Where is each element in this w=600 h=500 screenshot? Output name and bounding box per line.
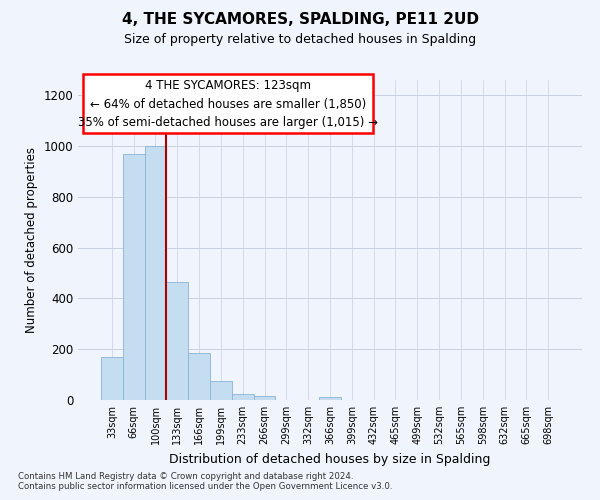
Bar xyxy=(166,282,188,400)
Bar xyxy=(145,146,166,400)
Text: Contains HM Land Registry data © Crown copyright and database right 2024.: Contains HM Land Registry data © Crown c… xyxy=(18,472,353,481)
X-axis label: Distribution of detached houses by size in Spalding: Distribution of detached houses by size … xyxy=(169,452,491,466)
Bar xyxy=(210,381,232,400)
Text: Size of property relative to detached houses in Spalding: Size of property relative to detached ho… xyxy=(124,32,476,46)
Text: 4 THE SYCAMORES: 123sqm: 4 THE SYCAMORES: 123sqm xyxy=(145,80,311,92)
Text: 4, THE SYCAMORES, SPALDING, PE11 2UD: 4, THE SYCAMORES, SPALDING, PE11 2UD xyxy=(121,12,479,28)
Bar xyxy=(232,394,254,400)
Bar xyxy=(101,357,123,400)
Bar xyxy=(319,398,341,400)
Text: ← 64% of detached houses are smaller (1,850): ← 64% of detached houses are smaller (1,… xyxy=(90,98,366,111)
Text: Contains public sector information licensed under the Open Government Licence v3: Contains public sector information licen… xyxy=(18,482,392,491)
Text: 35% of semi-detached houses are larger (1,015) →: 35% of semi-detached houses are larger (… xyxy=(78,116,378,130)
Y-axis label: Number of detached properties: Number of detached properties xyxy=(25,147,38,333)
FancyBboxPatch shape xyxy=(83,74,373,133)
Bar xyxy=(188,353,210,400)
Bar xyxy=(123,154,145,400)
Bar xyxy=(254,396,275,400)
